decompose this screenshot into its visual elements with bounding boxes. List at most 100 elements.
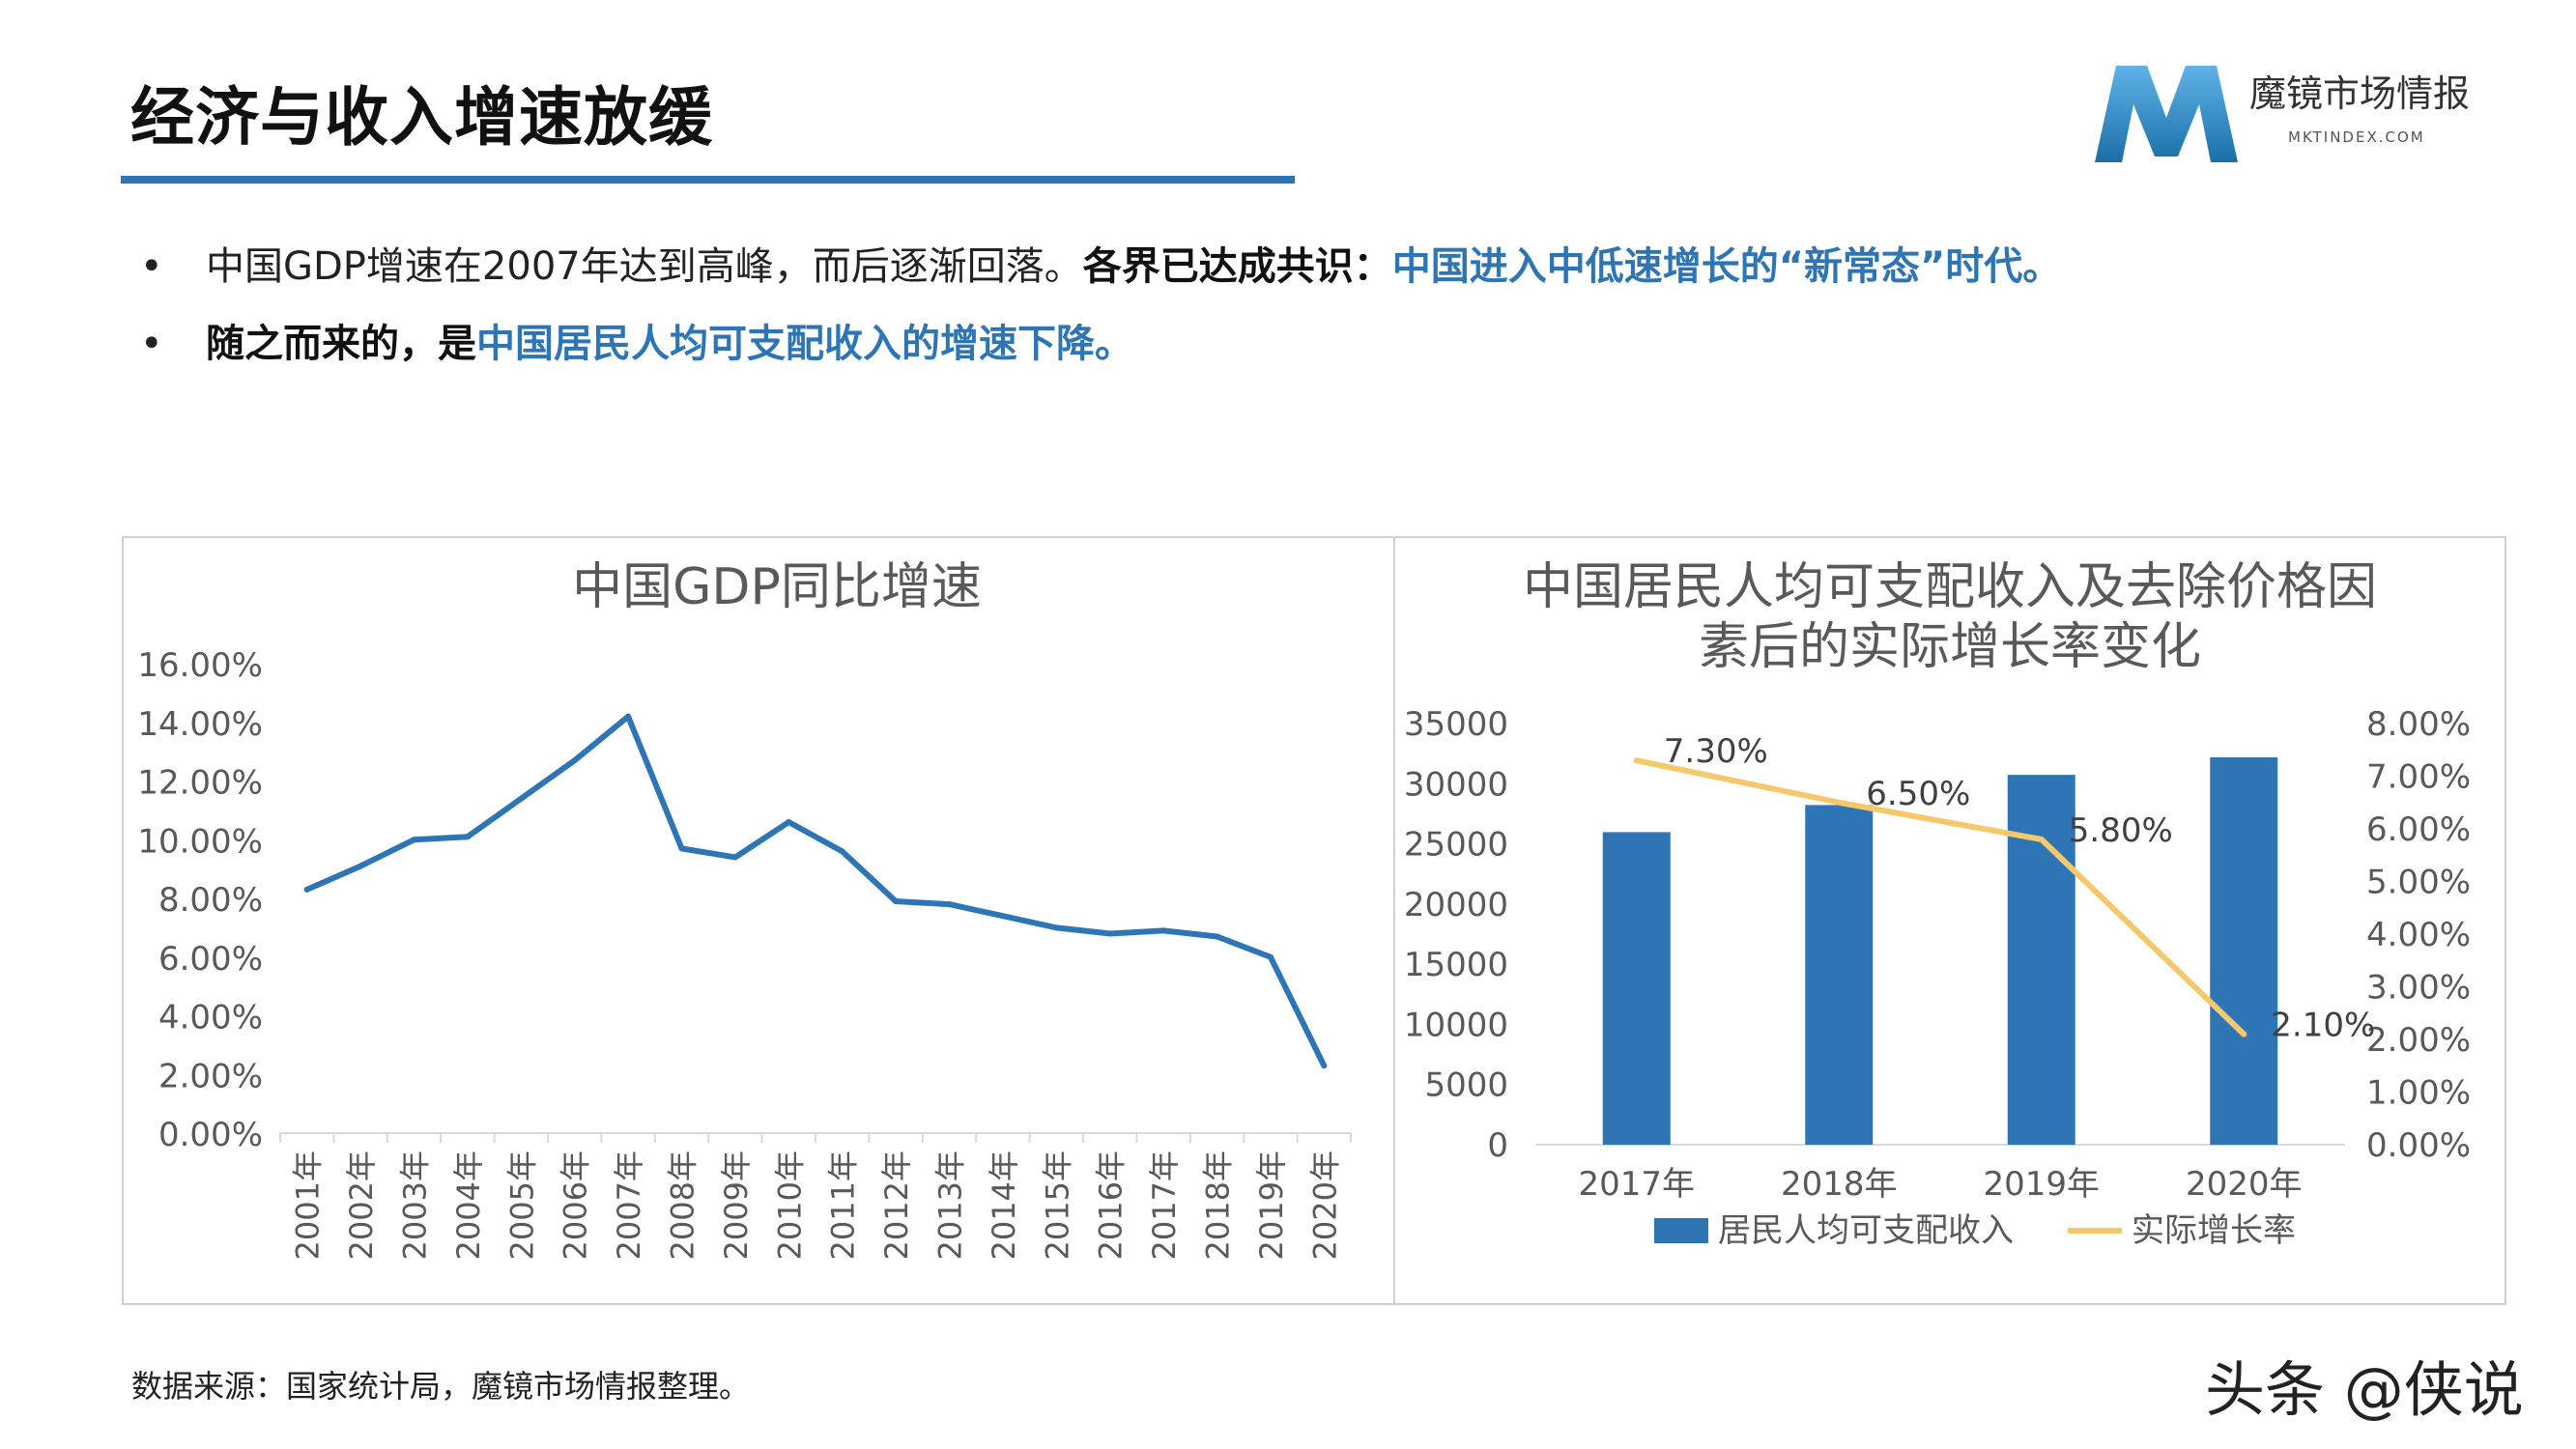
x-tick-label: 2008年 [665, 1151, 701, 1260]
x-tick-label: 2019年 [1983, 1165, 2100, 1204]
brand-logo [2095, 66, 2238, 162]
chart-title: 中国居民人均可支配收入及去除价格因 [1523, 558, 2377, 616]
x-tick-label: 2012年 [878, 1151, 915, 1260]
x-tick-label: 2003年 [397, 1151, 434, 1260]
y-right-tick-label: 3.00% [2366, 969, 2471, 1008]
bullet-bold-text: 随之而来的，是 [206, 322, 476, 366]
gdp-data-point [1106, 930, 1113, 937]
x-tick-label: 2016年 [1093, 1151, 1130, 1260]
growth-rate-series-line [1633, 757, 2247, 1037]
y-right-tick-label: 1.00% [2366, 1074, 2471, 1113]
gdp-data-point [946, 901, 953, 908]
bullet-plain-text: 中国GDP增速在2007年达到高峰，而后逐渐回落。 [206, 244, 1083, 289]
y-tick-label: 2.00% [158, 1057, 263, 1095]
x-tick-label: 2017年 [1578, 1165, 1695, 1204]
growth-data-point [2241, 1031, 2247, 1037]
y-left-tick-label: 0 [1487, 1126, 1508, 1165]
gdp-data-point [893, 898, 900, 905]
legend-swatch-income [1654, 1218, 1708, 1243]
y-tick-label: 14.00% [137, 705, 263, 744]
gdp-data-point [731, 854, 738, 861]
growth-data-label: 6.50% [1866, 775, 1970, 813]
y-right-tick-label: 7.00% [2366, 758, 2471, 797]
y-left-tick-label: 5000 [1424, 1066, 1508, 1105]
logo-m-icon [2095, 66, 2238, 162]
y-left-tick-label: 25000 [1404, 826, 1508, 865]
x-tick-label: 2005年 [503, 1151, 540, 1260]
chart-title: 素后的实际增长率变化 [1699, 618, 2201, 676]
gdp-data-point [786, 819, 792, 826]
growth-data-label: 2.10% [2271, 1007, 2375, 1045]
gdp-line-chart: 中国GDP同比增速 0.00% 2.00% 4.00% 6.00% 8.00% 10.00%… [137, 558, 1352, 1260]
x-tick-label: 2015年 [1039, 1151, 1075, 1260]
gdp-data-point [1160, 927, 1167, 934]
gdp-chart-panel: 中国GDP同比增速 0.00% 2.00% 4.00% 6.00% 8.00% 10.00%… [122, 536, 1397, 1305]
bullet-item: • 中国GDP增速在2007年达到高峰，而后逐渐回落。各界已达成共识：中国进入中… [140, 228, 2061, 305]
x-tick-label: 2018年 [1200, 1151, 1237, 1260]
title-underline [121, 176, 1295, 184]
y-right-tick-label: 6.00% [2366, 810, 2471, 849]
bullet-dot: • [140, 322, 163, 366]
y-tick-label: 8.00% [158, 881, 263, 920]
gdp-data-point [1267, 953, 1274, 960]
income-bar [1805, 805, 1874, 1145]
x-tick-label: 2002年 [343, 1151, 380, 1260]
gdp-growth-series-line [303, 713, 1328, 1069]
bullet-dot: • [140, 244, 163, 289]
y-left-tick-label: 20000 [1404, 886, 1508, 924]
legend-label-income: 居民人均可支配收入 [1718, 1211, 2014, 1250]
bullet-list: • 中国GDP增速在2007年达到高峰，而后逐渐回落。各界已达成共识：中国进入中… [140, 228, 2061, 383]
income-bar [1602, 832, 1671, 1145]
growth-data-label: 5.80% [2069, 811, 2173, 850]
gdp-data-point [1214, 933, 1220, 940]
gdp-data-point [839, 848, 845, 855]
y-left-tick-label: 30000 [1404, 765, 1508, 804]
gdp-data-point [1053, 924, 1060, 931]
legend-label-growth: 实际增长率 [2132, 1211, 2296, 1250]
y-tick-label: 6.00% [158, 940, 263, 979]
y-right-tick-label: 8.00% [2366, 705, 2471, 744]
gdp-data-point [518, 795, 525, 802]
x-tick-label: 2013年 [932, 1151, 969, 1260]
growth-data-label: 7.30% [1664, 732, 1768, 771]
gdp-data-point [571, 757, 578, 764]
x-tick-label: 2004年 [450, 1151, 487, 1260]
x-tick-label: 2001年 [290, 1151, 327, 1260]
x-tick-label: 2007年 [611, 1151, 647, 1260]
y-tick-label: 12.00% [137, 764, 263, 803]
gdp-data-point [464, 834, 471, 840]
income-chart-panel: 中国居民人均可支配收入及去除价格因 素后的实际增长率变化 0 5000 10000 150… [1393, 536, 2506, 1305]
x-tick-label: 2020年 [1306, 1151, 1343, 1260]
x-tick-label: 2018年 [1781, 1165, 1898, 1204]
gdp-data-point [303, 886, 310, 893]
y-right-tick-label: 2.00% [2366, 1021, 2471, 1060]
page-title: 经济与收入增速放缓 [130, 80, 713, 155]
x-tick-label: 2014年 [986, 1151, 1022, 1260]
y-right-tick-label: 4.00% [2366, 916, 2471, 954]
bullet-bold-text: 各界已达成共识： [1082, 244, 1392, 289]
bullet-item: • 随之而来的，是中国居民人均可支配收入的增速下降。 [140, 305, 2061, 383]
x-tick-label: 2011年 [825, 1151, 862, 1260]
x-tick-label: 2009年 [718, 1151, 755, 1260]
logo-subtitle: MKTINDEX.COM [2288, 128, 2425, 146]
bullet-highlight-text: 中国进入中低速增长的“新常态”时代。 [1391, 244, 2062, 289]
data-source-note: 数据来源：国家统计局，魔镜市场情报整理。 [131, 1368, 751, 1405]
growth-data-point [1633, 757, 1640, 764]
gdp-data-point [1321, 1063, 1328, 1069]
x-tick-label: 2010年 [771, 1151, 808, 1260]
watermark: 头条 @侠说 [2205, 1354, 2524, 1425]
gdp-data-point [625, 713, 632, 720]
y-left-tick-label: 10000 [1404, 1006, 1508, 1044]
growth-data-point [1836, 799, 1843, 806]
y-left-tick-label: 35000 [1404, 705, 1508, 744]
x-tick-label: 2006年 [558, 1151, 594, 1260]
growth-data-point [2038, 836, 2045, 842]
gdp-data-point [999, 913, 1006, 920]
chart-title: 中国GDP同比增速 [572, 558, 982, 616]
y-tick-label: 4.00% [158, 999, 263, 1037]
y-right-tick-label: 5.00% [2366, 864, 2471, 902]
y-tick-label: 16.00% [137, 646, 263, 685]
y-left-tick-label: 15000 [1404, 946, 1508, 984]
income-bar [2007, 775, 2075, 1145]
